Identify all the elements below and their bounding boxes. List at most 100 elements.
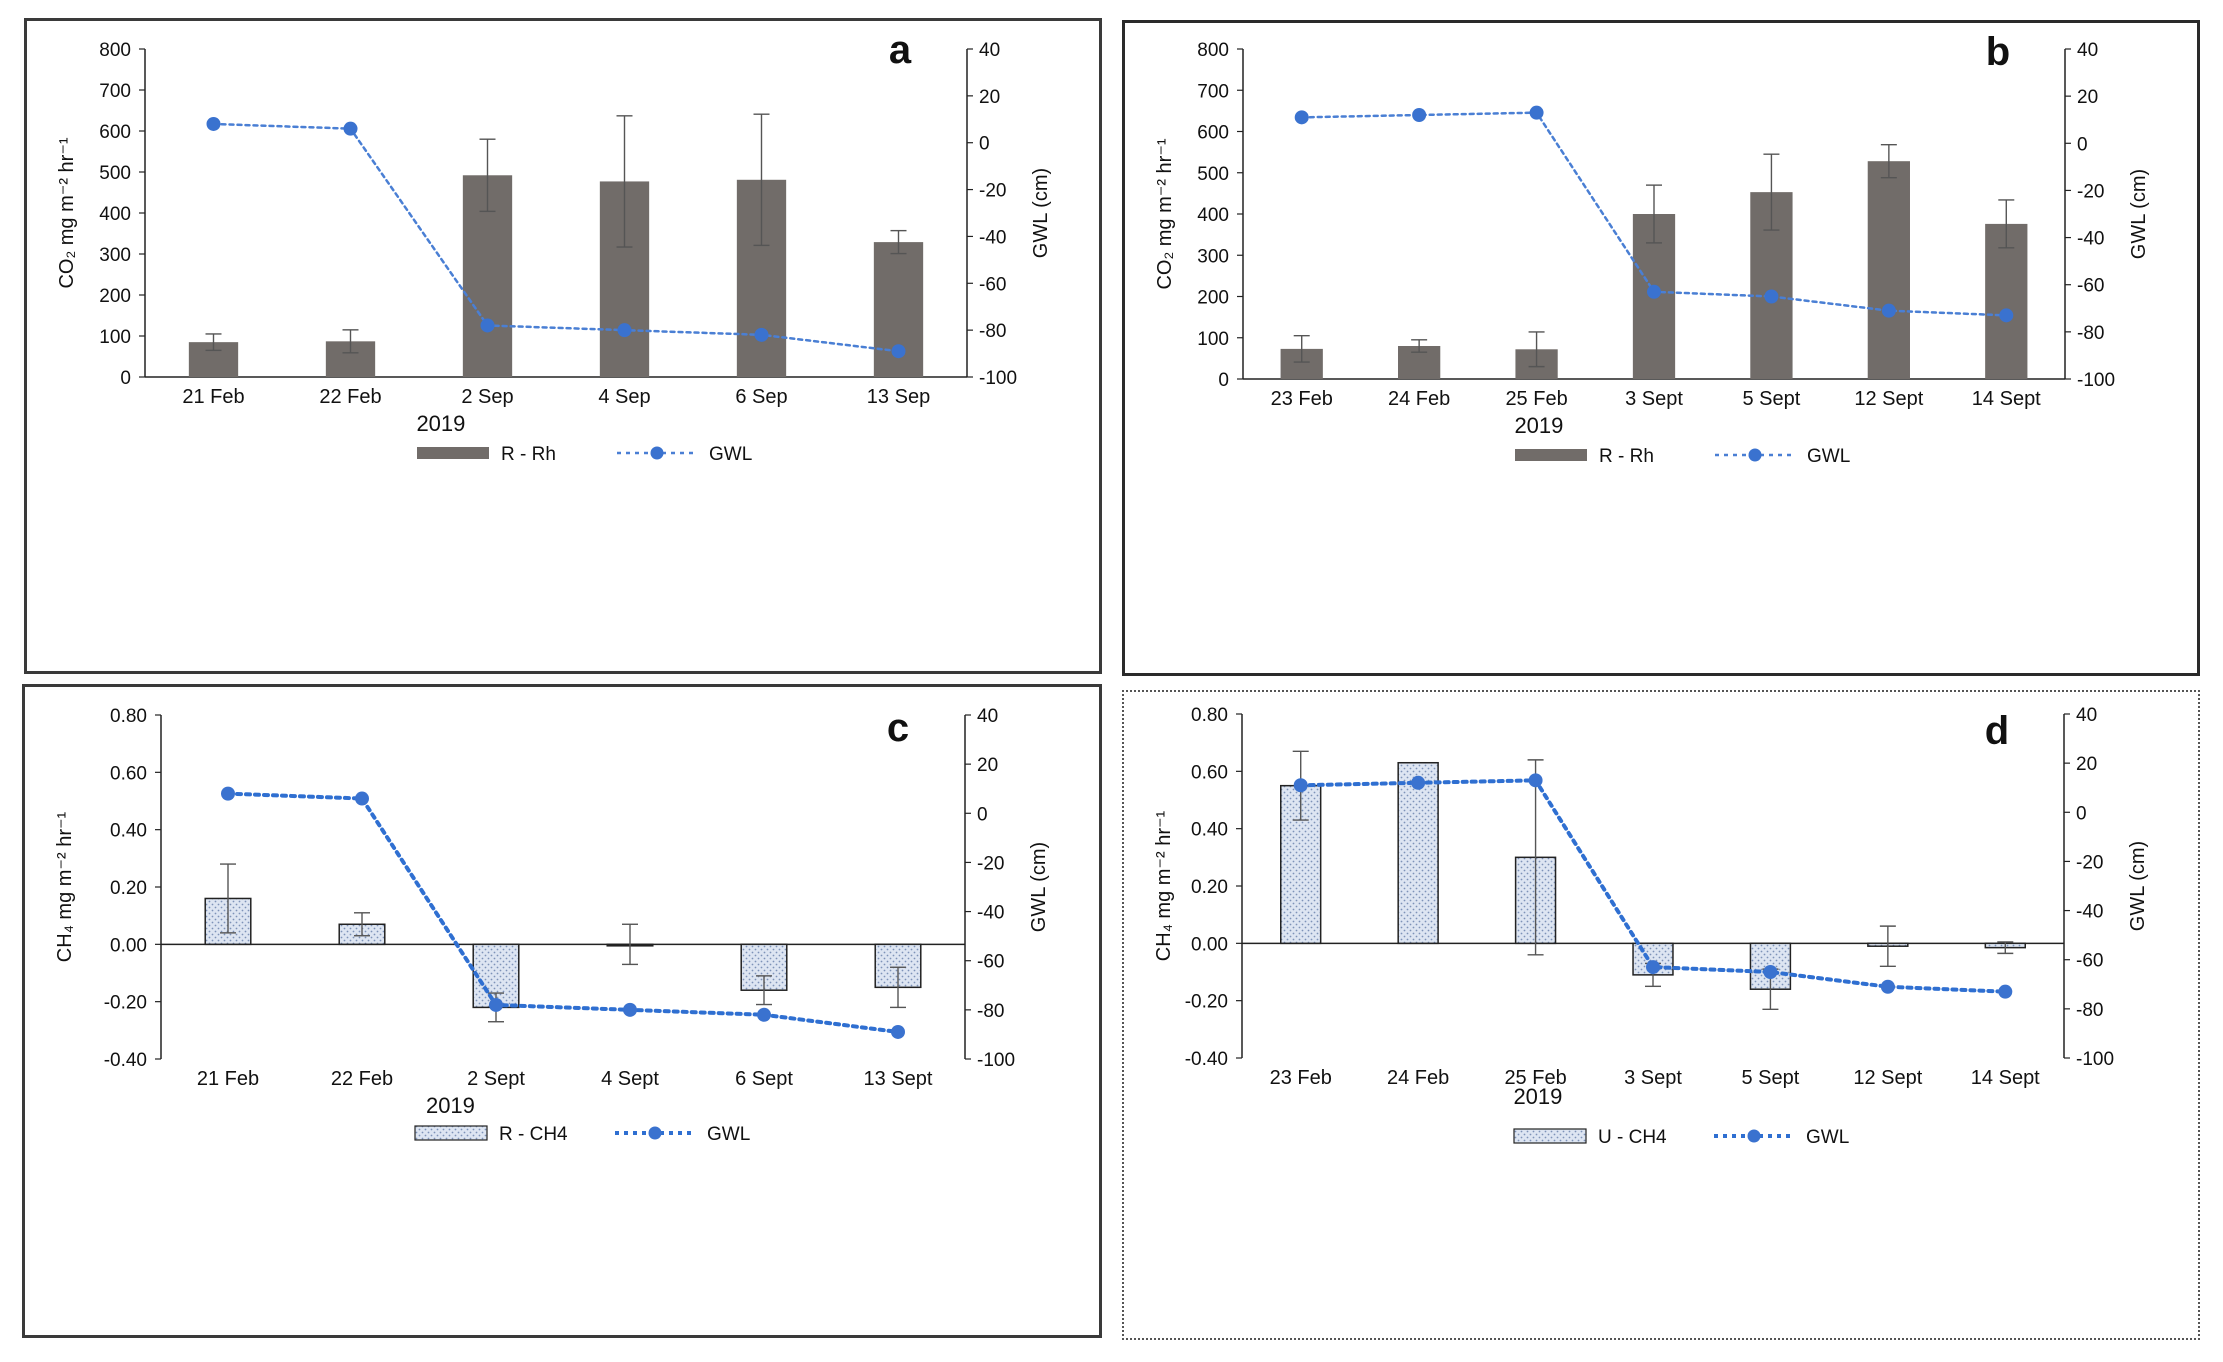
right-tick-label: -100 [979,368,1017,389]
right-tick-label: -80 [977,1001,1004,1022]
left-tick-label: 800 [99,40,131,61]
x-tick-label: 4 Sept [601,1068,659,1090]
bar-b-5 [1867,161,1910,379]
right-tick-label: 0 [979,134,990,155]
x-tick-label: 2 Sept [467,1068,525,1090]
x-tick-label: 4 Sep [598,386,650,408]
right-tick-label: -20 [2077,181,2104,202]
x-tick-label: 25 Feb [1505,388,1567,410]
right-tick-label: -60 [979,274,1006,295]
gwl-point-d-0 [1293,778,1308,793]
legend: R - CH4 GWL [414,1124,750,1145]
left-tick-label: -0.40 [1185,1049,1228,1070]
gwl-point-b-2 [1529,105,1544,120]
x-tick-label: 21 Feb [197,1068,259,1090]
gwl-point-a-0 [206,116,221,131]
left-tick-label: 0 [1218,370,1229,391]
right-tick-label: -80 [2076,1000,2103,1021]
x-tick-label: 13 Sep [867,386,930,408]
gwl-point-b-0 [1294,110,1309,125]
gwl-point-c-0 [221,786,235,801]
right-tick-label: -60 [2076,951,2103,972]
gwl-point-a-5 [891,344,906,359]
right-tick-label: -40 [2076,902,2103,923]
left-tick-label: 400 [1197,205,1229,226]
left-tick-label: 0.60 [110,763,147,784]
bar-d-1 [1397,761,1439,945]
legend-label-gwl: GWL [1807,446,1850,467]
chart-a-svg: 0100200300400500600700800-100-80-60-40-2… [56,28,1052,465]
legend-bar-swatch [1513,1128,1587,1144]
left-axis-title: CH₄ mg m⁻² hr⁻¹ [1153,810,1175,961]
left-tick-label: 0 [120,368,131,389]
left-tick-label: 600 [1197,123,1229,144]
panel-letter-c: c [887,706,909,750]
x-tick-label: 25 Feb [1504,1067,1566,1089]
right-tick-label: -40 [977,903,1004,924]
panel-letter-b: b [1986,30,2010,74]
right-tick-label: 40 [977,706,998,727]
chart-panel-d: -0.40 -0.20 0.00 0.20 0.40 0.60 0.80 -100 -80 -60… [1122,690,2200,1340]
x-tick-label: 22 Feb [319,386,381,408]
right-tick-label: 20 [977,755,998,776]
x-axis-title: 2019 [1514,413,1563,438]
bar-c-5 [874,943,922,989]
gwl-point-d-5 [1880,979,1895,994]
right-tick-label: 0 [977,804,988,825]
legend-gwl-marker [650,446,664,460]
left-tick-label: 100 [1197,329,1229,350]
left-tick-label: 700 [1197,81,1229,102]
x-tick-label: 5 Sept [1743,388,1801,410]
right-axis-title: GWL (cm) [1028,842,1050,932]
left-tick-label: 600 [99,122,131,143]
x-axis-title: 2019 [1513,1084,1562,1109]
legend-bar-swatch [1515,449,1587,461]
left-tick-label: -0.20 [104,993,147,1014]
legend-bar-swatch [417,447,489,459]
left-tick-label: 400 [99,204,131,225]
gwl-point-a-1 [343,121,358,136]
left-tick-label: 500 [99,163,131,184]
gwl-point-a-2 [480,318,495,333]
legend-label-bars: R - Rh [501,444,556,465]
left-axis-title: CO₂ mg m⁻² hr⁻¹ [56,137,78,288]
x-tick-label: 3 Sept [1625,388,1683,410]
gwl-point-a-4 [754,327,769,342]
right-tick-label: 40 [2076,705,2097,726]
right-tick-label: -40 [2077,229,2104,250]
right-axis-title: GWL (cm) [1030,168,1052,258]
gwl-point-c-3 [623,1002,637,1017]
gwl-point-d-1 [1411,775,1426,790]
x-tick-label: 5 Sept [1742,1067,1800,1089]
right-tick-label: -100 [977,1050,1015,1071]
gwl-point-d-2 [1528,773,1543,788]
gwl-point-c-5 [891,1024,905,1039]
legend-gwl-marker [648,1126,662,1140]
right-tick-label: 0 [2077,134,2088,155]
right-tick-label: 20 [2077,87,2098,108]
right-tick-label: -20 [977,853,1004,874]
left-tick-label: 500 [1197,164,1229,185]
gwl-point-b-3 [1647,284,1661,299]
legend-label-gwl: GWL [1806,1127,1849,1148]
gwl-point-b-4 [1764,289,1779,304]
right-tick-label: -100 [2076,1049,2114,1070]
right-tick-label: 20 [979,87,1000,108]
left-tick-label: 0.80 [110,706,147,727]
x-axis-title: 2019 [426,1093,475,1118]
left-tick-label: 0.20 [110,878,147,899]
gwl-point-c-4 [757,1007,771,1022]
chart-panel-b: 0 100 200 300 400 500 600 700 800 -100 -80 -60 -40 -2… [1122,20,2200,676]
chart-panel-a: 0 100 200 300 400 500 600 700 800 -100 -80 -60 -40 -2… [24,18,1102,674]
gwl-point-d-3 [1646,960,1660,975]
right-tick-label: -40 [979,227,1006,248]
chart-panel-c: -0.40 -0.20 0.00 0.20 0.40 0.60 0.80 -100 -80 -60… [22,684,1102,1338]
chart-d-svg: -0.40 -0.20 0.00 0.20 0.40 0.60 0.80 -100 -80 -60… [1153,705,2149,1148]
x-tick-label: 21 Feb [182,386,244,408]
legend-label-bars: U - CH4 [1598,1127,1667,1148]
left-tick-label: 0.20 [1191,877,1228,898]
x-tick-label: 3 Sept [1624,1067,1682,1089]
x-tick-label: 6 Sep [735,386,787,408]
left-tick-label: 200 [1197,288,1229,309]
right-tick-label: -100 [2077,370,2115,391]
